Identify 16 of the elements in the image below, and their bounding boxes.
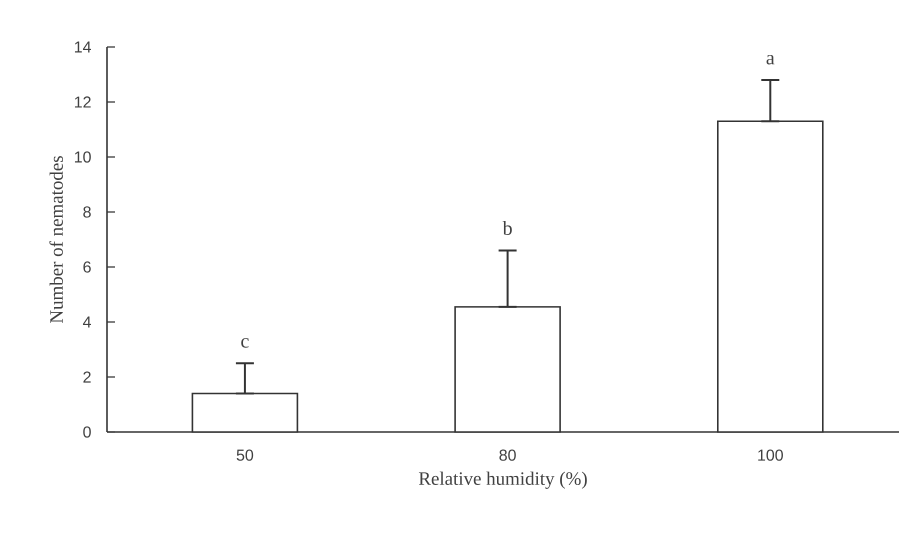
y-tick-label: 4 <box>82 316 92 328</box>
y-tick-label: 0 <box>83 426 91 438</box>
annotation: a <box>766 54 774 64</box>
y-tick-label: 6 <box>83 261 91 273</box>
x-tick-label: 100 <box>758 450 783 461</box>
x-axis-title: Relative humidity (%) <box>418 472 587 489</box>
y-axis-title: Number of nematodes <box>49 156 63 324</box>
annotation: b <box>502 220 512 235</box>
y-tick-label: 14 <box>74 42 92 52</box>
y-tick-label: 8 <box>83 206 91 218</box>
x-tick-label: 50 <box>236 450 254 461</box>
annotation: c <box>241 338 249 348</box>
y-tick-label: 12 <box>74 96 91 108</box>
x-tick-label: 80 <box>499 450 516 461</box>
y-tick-label: 10 <box>74 151 91 163</box>
y-tick-label: 2 <box>83 371 91 383</box>
